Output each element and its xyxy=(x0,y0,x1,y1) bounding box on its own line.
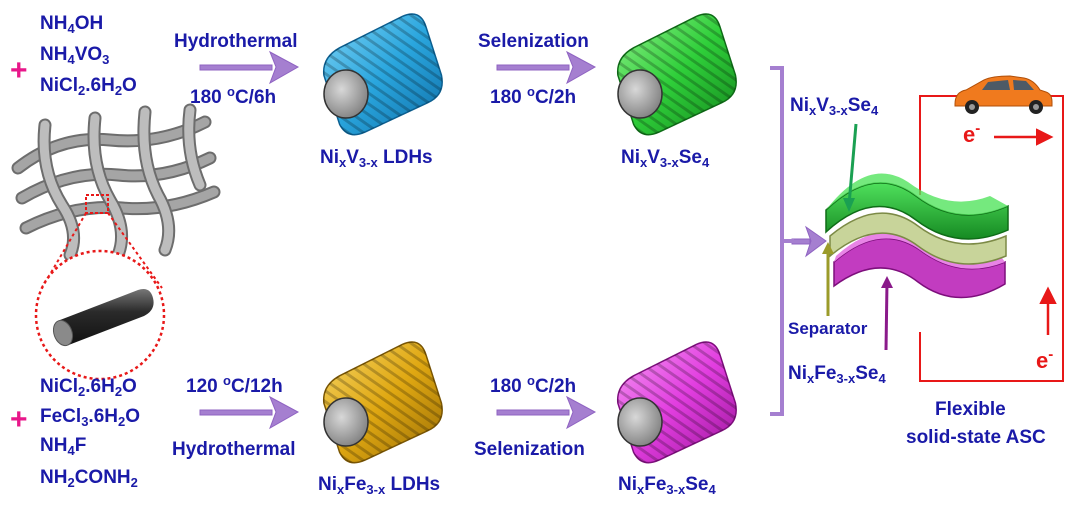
arrow-top-1 xyxy=(199,50,300,85)
step-label-selenization-bottom: Selenization xyxy=(474,439,585,460)
reagent-nh4oh: NH4OH xyxy=(40,13,104,36)
electron-label-top: e- xyxy=(963,120,981,147)
product-v-selenide: NixV3-xSe4 xyxy=(621,147,710,170)
plus-sign-top: + xyxy=(10,54,28,87)
separator-label: Separator xyxy=(788,319,868,338)
positive-electrode-label: NixV3-xSe4 xyxy=(790,95,879,118)
reagent-nicl2-bottom: NiCl2.6H2O xyxy=(40,376,137,399)
nanorod-bundle-icon xyxy=(616,13,737,136)
car-icon xyxy=(954,75,1053,114)
step-label-selenization-top: Selenization xyxy=(478,31,589,52)
condition-top-2: 180 oC/2h xyxy=(490,84,577,108)
electron-label-side: e- xyxy=(1036,346,1054,373)
carbon-cloth-icon xyxy=(11,103,221,262)
nanorod-bundle-icon xyxy=(322,341,443,464)
intermediate-v-ldh: NixV3-x LDHs xyxy=(320,147,433,170)
negative-electrode xyxy=(833,237,1006,299)
intermediate-fe-ldh: NixFe3-x LDHs xyxy=(318,474,441,497)
product-fe-selenide: NixFe3-xSe4 xyxy=(618,474,716,497)
nanorod-bundle-icon xyxy=(322,13,443,136)
arrow-assembly xyxy=(791,225,827,258)
reagent-nicl2: NiCl2.6H2O xyxy=(40,75,137,98)
device-caption-line2: solid-state ASC xyxy=(906,427,1046,448)
condition-bottom-2: 180 oC/2h xyxy=(490,373,577,397)
condition-bottom-1: 120 oC/12h xyxy=(186,373,283,397)
device-caption-line1: Flexible xyxy=(935,399,1006,420)
arrow-bot-1 xyxy=(199,395,300,430)
nanorod-bundle-icon xyxy=(616,341,737,464)
process-arrows xyxy=(199,50,827,430)
step-label-hydrothermal-bottom: Hydrothermal xyxy=(172,439,296,460)
reagent-fecl3: FeCl3.6H2O xyxy=(40,406,141,429)
reagent-nh4f: NH4F xyxy=(40,435,87,458)
fiber-icon xyxy=(52,289,154,347)
arrow-bot-2 xyxy=(496,395,597,430)
reagent-urea: NH2CONH2 xyxy=(40,467,138,490)
arrow-top-2 xyxy=(496,50,597,85)
reagent-nh4vo3: NH4VO3 xyxy=(40,44,110,67)
separator-layer xyxy=(829,212,1007,265)
electrode-sandwich-icon xyxy=(825,173,1009,299)
external-circuit xyxy=(919,95,1064,382)
label-pointers xyxy=(822,123,893,351)
condition-top-1: 180 oC/6h xyxy=(190,84,277,108)
negative-electrode-label: NixFe3-xSe4 xyxy=(788,363,886,386)
merge-bracket xyxy=(770,66,794,416)
step-label-hydrothermal-top: Hydrothermal xyxy=(174,31,298,52)
plus-sign-bottom: + xyxy=(10,403,28,436)
